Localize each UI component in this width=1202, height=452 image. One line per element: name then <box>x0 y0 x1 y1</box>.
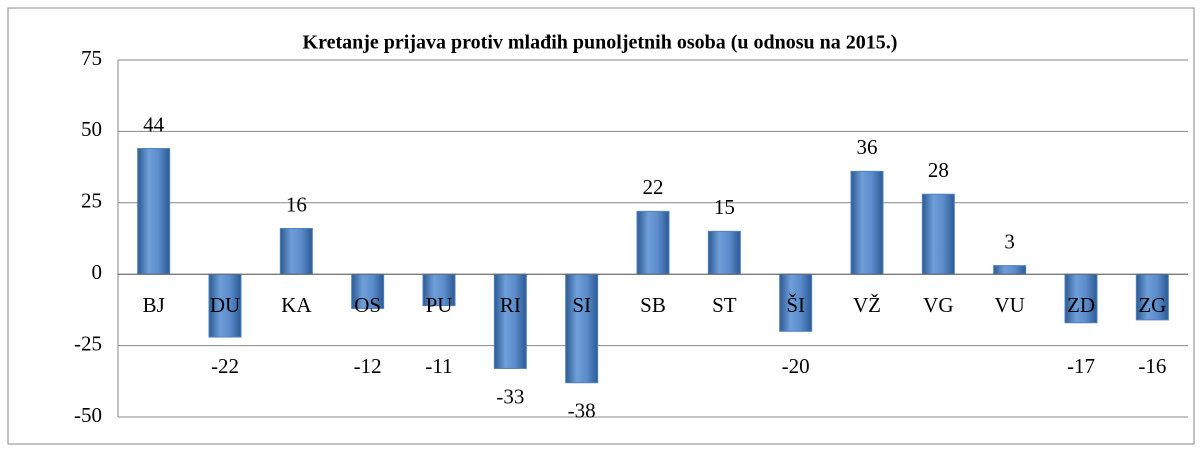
x-tick-label: SB <box>640 293 666 317</box>
x-tick-label: VG <box>923 293 953 317</box>
bar <box>1135 273 1169 321</box>
bar <box>707 230 741 275</box>
data-label: -17 <box>1067 354 1095 378</box>
bar <box>137 148 171 275</box>
x-tick-label: VŽ <box>853 293 881 317</box>
data-label: -20 <box>782 354 810 378</box>
x-tick-label: VU <box>994 293 1024 317</box>
data-label: -38 <box>568 399 596 423</box>
x-tick-label: OS <box>354 293 381 317</box>
bar <box>422 273 456 307</box>
x-tick-label: ŠI <box>786 293 805 317</box>
bar <box>636 210 670 275</box>
y-tick-label: -25 <box>74 331 102 355</box>
x-tick-label: BJ <box>143 293 165 317</box>
bar <box>850 170 884 275</box>
data-label: 16 <box>286 192 307 216</box>
data-label: 44 <box>143 112 165 136</box>
y-tick-label: 25 <box>81 189 102 213</box>
data-label: -12 <box>354 354 382 378</box>
bar <box>993 265 1027 275</box>
x-tick-label: KA <box>281 293 312 317</box>
data-label: -11 <box>425 354 452 378</box>
y-tick-label: 75 <box>81 46 102 70</box>
bar <box>921 193 955 275</box>
y-tick-label: -50 <box>74 403 102 427</box>
data-label: -22 <box>211 354 239 378</box>
y-tick-label: 0 <box>92 260 103 284</box>
chart-title: Kretanje prijava protiv mlađih punoljetn… <box>303 32 898 54</box>
y-tick-label: 50 <box>81 117 102 141</box>
x-tick-label: ZG <box>1138 293 1166 317</box>
x-tick-label: ZD <box>1067 293 1095 317</box>
bar <box>565 273 599 384</box>
bar <box>208 273 242 338</box>
x-tick-label: RI <box>500 293 521 317</box>
bar <box>279 228 313 275</box>
data-label: -16 <box>1138 354 1166 378</box>
bar <box>1064 273 1098 324</box>
data-label: -33 <box>496 384 524 408</box>
data-label: 3 <box>1004 229 1015 253</box>
x-tick-label: ST <box>712 293 737 317</box>
bar <box>351 273 385 309</box>
x-tick-label: SI <box>572 293 591 317</box>
x-tick-label: DU <box>210 293 240 317</box>
data-label: 36 <box>857 135 878 159</box>
bar <box>779 273 813 332</box>
data-label: 28 <box>928 158 949 182</box>
data-label: 15 <box>714 195 735 219</box>
x-tick-label: PU <box>426 293 453 317</box>
data-label: 22 <box>643 175 664 199</box>
chart-border <box>7 7 1195 445</box>
bar <box>493 273 527 369</box>
